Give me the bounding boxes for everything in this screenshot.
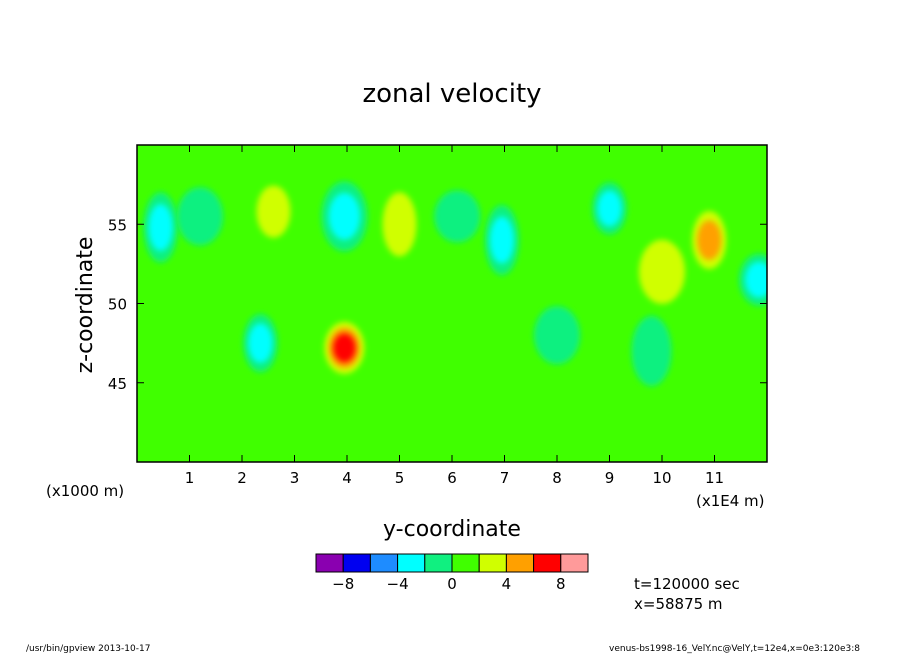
colorbar-tick-label: 4 [502, 575, 512, 593]
x-tick-label: 2 [237, 469, 247, 487]
colorbar-swatch [315, 553, 344, 573]
field-contour [434, 190, 481, 243]
field-contour [745, 261, 767, 298]
footer-right: venus-bs1998-16_VelY.nc@VelY,t=12e4,x=0e… [609, 644, 860, 654]
chart-title: zonal velocity [362, 79, 541, 109]
field-contour [333, 333, 356, 363]
colorbar-swatch [451, 553, 480, 573]
x-axis-label: y-coordinate [383, 517, 521, 542]
colorbar-swatch [342, 553, 371, 573]
field-contour [382, 192, 417, 257]
field-contour [248, 323, 273, 363]
colorbar-swatch [424, 553, 453, 573]
x-tick-label: 4 [342, 469, 352, 487]
x-unit-left: (x1000 m) [46, 482, 124, 500]
field-contour [328, 192, 361, 240]
colorbar-swatch [397, 553, 426, 573]
x-tick-label: 9 [605, 469, 615, 487]
x-tick-label: 8 [552, 469, 562, 487]
colorbar-tick-label: 8 [556, 575, 566, 593]
x-tick-label: 10 [652, 469, 671, 487]
field-contour [631, 316, 672, 387]
x-axis: 1 2 3 4 5 6 7 8 9 10 11 [185, 145, 724, 487]
time-info: t=120000 sec [634, 575, 740, 593]
field-contour [489, 216, 514, 264]
y-axis: 45 50 55 [108, 216, 767, 393]
field-contour [256, 185, 291, 238]
footer-left: /usr/bin/gpview 2013-10-17 [26, 644, 150, 654]
colorbar-swatch [560, 553, 589, 573]
y-tick-label: 45 [108, 375, 127, 393]
colorbar [315, 553, 589, 573]
plot-area [137, 145, 767, 462]
x-tick-label: 7 [500, 469, 510, 487]
y-tick-label: 55 [108, 216, 127, 234]
field-contour [534, 306, 580, 365]
y-axis-label: z-coordinate [73, 237, 98, 374]
field-contour [639, 239, 685, 304]
field-contour [148, 203, 173, 251]
x-tick-label: 3 [290, 469, 300, 487]
colorbar-swatch [369, 553, 399, 573]
x-tick-label: 1 [185, 469, 195, 487]
field-contour [597, 190, 622, 227]
colorbar-swatch [533, 553, 562, 573]
field-contour [697, 220, 722, 260]
colorbar-tick-label: −4 [387, 575, 409, 593]
x-tick-label: 5 [395, 469, 405, 487]
colorbar-tick-label: 0 [447, 575, 457, 593]
colorbar-swatch [505, 553, 535, 573]
field-contour [177, 187, 223, 246]
x-unit-right: (x1E4 m) [696, 492, 765, 510]
colorbar-swatch [478, 553, 507, 573]
colorbar-tick-label: −8 [332, 575, 354, 593]
y-tick-label: 50 [108, 296, 127, 314]
position-info: x=58875 m [634, 595, 723, 613]
x-tick-label: 11 [705, 469, 724, 487]
x-tick-label: 6 [447, 469, 457, 487]
field-blobs [143, 181, 767, 387]
colorbar-ticks: −8 −4 0 4 8 [332, 575, 565, 593]
